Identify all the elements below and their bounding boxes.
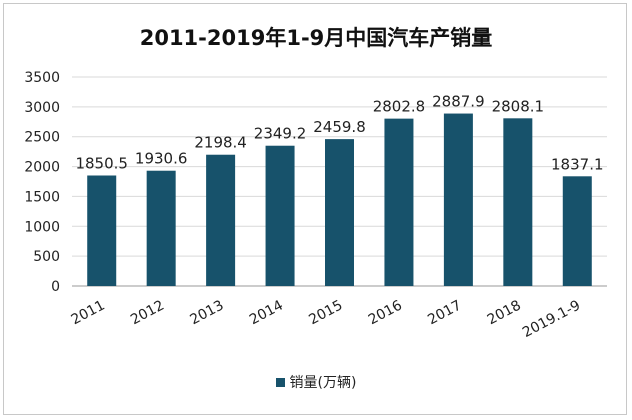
data-label: 2808.1 bbox=[492, 97, 545, 115]
bar bbox=[87, 175, 117, 286]
x-tick-label: 2016 bbox=[366, 297, 405, 328]
data-label: 2349.2 bbox=[254, 125, 307, 143]
data-label: 1930.6 bbox=[135, 150, 188, 168]
legend-swatch bbox=[275, 377, 285, 387]
data-label: 2802.8 bbox=[373, 98, 426, 116]
y-tick-label: 3500 bbox=[24, 70, 60, 86]
y-tick-label: 500 bbox=[33, 249, 60, 265]
bar bbox=[325, 139, 354, 286]
legend-label: 销量(万辆) bbox=[289, 375, 357, 391]
bar bbox=[562, 176, 592, 286]
data-label: 1850.5 bbox=[75, 154, 128, 172]
y-tick-label: 1500 bbox=[24, 189, 60, 205]
x-tick-label: 2015 bbox=[306, 297, 345, 328]
x-tick-label: 2017 bbox=[425, 297, 464, 328]
y-tick-label: 2000 bbox=[24, 160, 60, 176]
bar bbox=[265, 145, 295, 286]
bar bbox=[146, 170, 176, 286]
x-tick-label: 2012 bbox=[128, 297, 167, 328]
x-tick-label: 2014 bbox=[247, 297, 286, 328]
x-tick-label: 2013 bbox=[188, 297, 227, 328]
data-label: 2887.9 bbox=[432, 93, 485, 111]
data-label: 2459.8 bbox=[313, 118, 366, 136]
legend: 销量(万辆) bbox=[0, 372, 632, 392]
y-tick-label: 3000 bbox=[24, 100, 60, 116]
bar bbox=[384, 118, 414, 286]
y-tick-label: 0 bbox=[51, 279, 60, 295]
bar bbox=[443, 113, 473, 286]
y-tick-label: 2500 bbox=[24, 130, 60, 146]
bar bbox=[503, 118, 533, 286]
x-tick-label: 2018 bbox=[485, 297, 524, 328]
data-label: 2198.4 bbox=[194, 134, 247, 152]
chart-title: 2011-2019年1-9月中国汽车产销量 bbox=[139, 26, 493, 50]
y-tick-label: 1000 bbox=[24, 219, 60, 235]
x-tick-label: 2019.1-9 bbox=[520, 297, 583, 341]
x-tick-label: 2011 bbox=[69, 297, 108, 328]
bar bbox=[206, 154, 236, 286]
data-label: 1837.1 bbox=[551, 155, 604, 173]
